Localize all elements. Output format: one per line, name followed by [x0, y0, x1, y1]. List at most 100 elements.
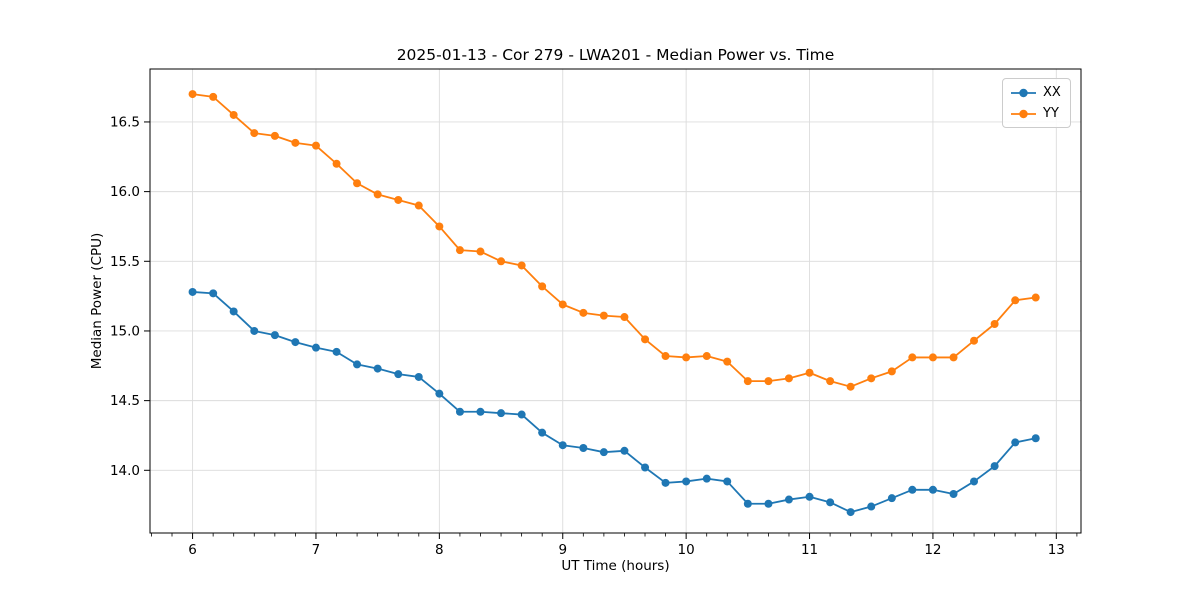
data-point-yy: [455, 246, 464, 255]
data-point-xx: [887, 494, 896, 503]
data-point-xx: [250, 326, 259, 335]
data-point-yy: [682, 353, 691, 362]
data-point-xx: [641, 463, 650, 472]
legend-item-yy: YY: [1010, 104, 1061, 123]
plot-border: [149, 68, 1082, 534]
data-point-yy: [661, 352, 670, 361]
data-point-yy: [1031, 293, 1040, 302]
data-point-yy: [970, 336, 979, 345]
data-point-xx: [332, 347, 341, 356]
data-point-xx: [188, 287, 197, 296]
data-point-xx: [764, 499, 773, 508]
data-point-yy: [1011, 296, 1020, 305]
data-point-xx: [435, 389, 444, 398]
series-line-xx: [191, 291, 1037, 513]
data-point-yy: [867, 374, 876, 383]
y-tick-label: 15.0: [110, 323, 140, 339]
y-tick-label: 16.5: [110, 114, 140, 130]
data-point-xx: [270, 331, 279, 340]
data-point-yy: [291, 138, 300, 147]
data-point-yy: [332, 159, 341, 168]
data-point-yy: [641, 335, 650, 344]
data-point-xx: [476, 407, 485, 416]
y-tick-label: 16.0: [110, 184, 140, 200]
data-point-xx: [805, 492, 814, 501]
data-point-xx: [949, 489, 958, 498]
data-point-xx: [311, 343, 320, 352]
chart-title: 2025-01-13 - Cor 279 - LWA201 - Median P…: [396, 46, 835, 64]
data-point-yy: [311, 141, 320, 150]
legend-item-xx: XX: [1010, 83, 1061, 102]
data-point-yy: [826, 377, 835, 386]
legend: XX YY: [1002, 78, 1071, 128]
data-point-yy: [784, 374, 793, 383]
data-point-xx: [229, 307, 238, 316]
data-point-yy: [250, 129, 259, 138]
data-point-xx: [1031, 434, 1040, 443]
data-point-yy: [435, 222, 444, 231]
series-line-yy: [191, 93, 1037, 388]
data-point-xx: [579, 444, 588, 453]
data-point-xx: [394, 370, 403, 379]
data-point-yy: [764, 377, 773, 386]
data-point-xx: [743, 499, 752, 508]
x-tick-label: 12: [924, 542, 941, 558]
data-point-xx: [353, 360, 362, 369]
data-point-yy: [887, 367, 896, 376]
data-point-xx: [538, 428, 547, 437]
y-tick-label: 14.5: [110, 393, 140, 409]
data-point-yy: [558, 300, 567, 309]
x-axis-label: UT Time (hours): [561, 558, 670, 574]
data-point-yy: [538, 282, 547, 291]
data-point-xx: [291, 338, 300, 347]
data-point-yy: [270, 131, 279, 140]
data-point-xx: [1011, 438, 1020, 447]
data-point-yy: [846, 382, 855, 391]
data-point-xx: [455, 407, 464, 416]
y-tick-label: 15.5: [110, 254, 140, 270]
legend-line-marker-yy-icon: [1011, 109, 1036, 118]
data-point-xx: [373, 364, 382, 373]
data-point-yy: [414, 201, 423, 210]
data-point-xx: [846, 508, 855, 517]
data-point-xx: [620, 446, 629, 455]
data-point-xx: [990, 462, 999, 471]
data-point-xx: [867, 502, 876, 511]
data-point-xx: [682, 477, 691, 486]
x-tick-label: 9: [558, 542, 567, 558]
legend-line-marker-xx-icon: [1011, 88, 1036, 97]
data-point-xx: [209, 289, 218, 298]
legend-label-xx: XX: [1043, 85, 1061, 100]
x-tick-label: 10: [678, 542, 695, 558]
data-point-xx: [517, 410, 526, 419]
data-point-yy: [908, 353, 917, 362]
y-tick-label: 14.0: [110, 463, 140, 479]
data-point-yy: [723, 357, 732, 366]
data-point-xx: [970, 477, 979, 486]
data-point-yy: [928, 353, 937, 362]
data-point-yy: [188, 90, 197, 99]
data-point-xx: [826, 498, 835, 507]
x-tick-label: 7: [312, 542, 321, 558]
data-point-xx: [497, 409, 506, 418]
data-point-xx: [723, 477, 732, 486]
legend-label-yy: YY: [1043, 106, 1059, 121]
data-point-xx: [908, 485, 917, 494]
data-point-xx: [702, 474, 711, 483]
data-point-xx: [599, 448, 608, 457]
data-point-yy: [702, 352, 711, 361]
data-point-yy: [949, 353, 958, 362]
data-point-xx: [414, 372, 423, 381]
data-point-yy: [805, 368, 814, 377]
data-point-yy: [353, 179, 362, 188]
data-point-yy: [229, 110, 238, 119]
data-point-yy: [394, 195, 403, 204]
data-point-yy: [599, 311, 608, 320]
data-point-yy: [990, 319, 999, 328]
data-point-xx: [928, 485, 937, 494]
x-tick-label: 6: [188, 542, 197, 558]
data-point-xx: [661, 478, 670, 487]
data-point-xx: [784, 495, 793, 504]
